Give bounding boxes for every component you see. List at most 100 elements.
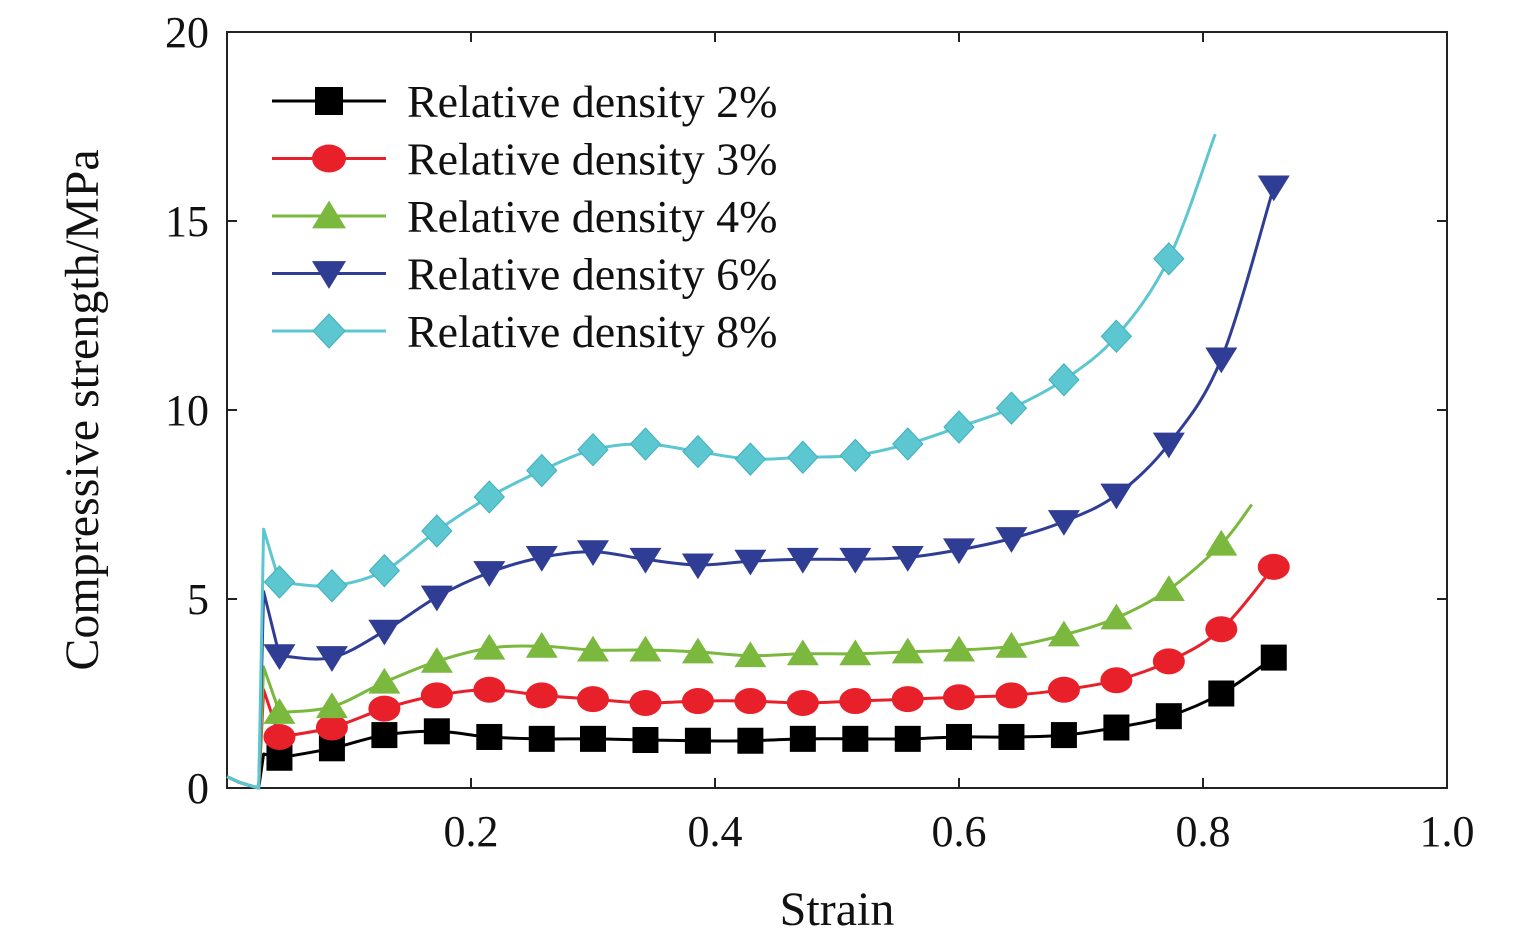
legend-marker: [312, 261, 346, 289]
data-point: [946, 723, 972, 750]
data-point: [734, 688, 767, 715]
y-tick-label: 10: [165, 386, 209, 435]
data-point: [476, 723, 503, 750]
data-point: [368, 695, 401, 722]
data-point: [315, 714, 348, 741]
data-point: [681, 688, 714, 715]
data-point: [995, 631, 1028, 658]
legend-entry-3: Relative density 4%: [272, 191, 777, 242]
x-tick-label: 0.6: [932, 807, 987, 856]
data-point: [1100, 603, 1133, 630]
legend-marker: [312, 200, 346, 229]
legend: Relative density 2% Relative density 3% Re…: [272, 76, 777, 357]
data-point: [528, 725, 555, 752]
data-point: [315, 692, 348, 719]
x-tick-label: 0.4: [688, 807, 743, 856]
legend-marker: [315, 87, 343, 115]
data-point: [786, 547, 819, 574]
data-point: [1257, 175, 1290, 202]
series-5: [226, 133, 1217, 790]
data-point: [1152, 648, 1185, 675]
legend-marker: [312, 313, 346, 349]
data-point: [368, 667, 401, 694]
data-point: [420, 682, 453, 709]
data-point: [1152, 575, 1185, 601]
x-axis-title: Strain: [780, 883, 895, 936]
axes: 0.2 0.4 0.6 0.8 1.0 0 5 10 15 20: [165, 8, 1475, 856]
legend-entry-5: Relative density 8%: [272, 306, 777, 357]
data-point: [577, 635, 609, 662]
data-point: [1100, 483, 1133, 510]
data-point: [839, 688, 872, 715]
data-point: [684, 727, 711, 754]
data-point: [525, 682, 558, 709]
data-point: [943, 635, 975, 662]
data-point: [681, 553, 714, 580]
data-point: [892, 427, 924, 461]
y-tick-label: 15: [165, 197, 209, 246]
data-point: [681, 637, 714, 664]
data-point: [894, 725, 921, 752]
y-tick-label: 20: [165, 8, 209, 57]
data-point: [629, 427, 662, 461]
data-point: [371, 722, 398, 749]
data-point: [577, 686, 609, 713]
data-point: [1047, 676, 1080, 703]
data-point: [1208, 680, 1235, 707]
series-initial-line: [226, 527, 281, 790]
data-point: [734, 442, 767, 476]
data-point: [629, 689, 662, 716]
data-point: [839, 639, 872, 666]
data-point: [682, 434, 714, 469]
data-point: [316, 569, 348, 603]
legend-entry-4: Relative density 6%: [272, 249, 777, 300]
data-point: [580, 725, 606, 752]
data-point: [1103, 714, 1130, 741]
x-tick-label: 0.2: [444, 807, 499, 856]
legend-marker: [312, 144, 346, 173]
data-point: [839, 547, 872, 574]
data-point: [263, 565, 296, 599]
y-axis-title: Compressive strength/MPa: [56, 149, 109, 670]
data-point: [263, 644, 296, 670]
data-point: [525, 545, 558, 572]
data-point: [1153, 242, 1185, 276]
data-point: [734, 641, 767, 668]
data-point: [1260, 644, 1287, 671]
data-point: [1257, 553, 1290, 580]
data-point: [473, 633, 506, 660]
data-point: [1100, 667, 1133, 694]
data-point: [995, 391, 1028, 425]
data-point: [368, 619, 401, 646]
data-point: [734, 549, 767, 576]
data-point: [473, 480, 505, 514]
data-point: [632, 726, 659, 753]
data-point: [263, 698, 296, 724]
x-tick-label: 0.8: [1176, 807, 1231, 856]
y-tick-label: 0: [187, 764, 209, 813]
data-point: [789, 725, 816, 752]
data-point: [1047, 510, 1080, 536]
data-point: [1100, 319, 1133, 354]
data-point: [1047, 620, 1080, 647]
data-point: [891, 545, 924, 572]
legend-label: Relative density 8%: [407, 306, 777, 357]
legend-label: Relative density 3%: [407, 134, 777, 185]
data-point: [315, 646, 348, 672]
data-point: [629, 635, 662, 662]
data-point: [1048, 363, 1080, 397]
data-point: [1152, 432, 1185, 459]
data-point: [423, 718, 450, 745]
data-point: [786, 639, 819, 666]
data-point: [842, 725, 869, 752]
legend-label: Relative density 4%: [407, 191, 777, 242]
data-point: [1205, 616, 1238, 643]
data-point: [473, 561, 506, 587]
legend-entry-1: Relative density 2%: [272, 76, 777, 127]
data-point: [1155, 703, 1182, 730]
data-point: [1205, 529, 1238, 556]
data-point: [420, 585, 453, 612]
data-point: [995, 682, 1028, 709]
data-point: [998, 723, 1025, 750]
